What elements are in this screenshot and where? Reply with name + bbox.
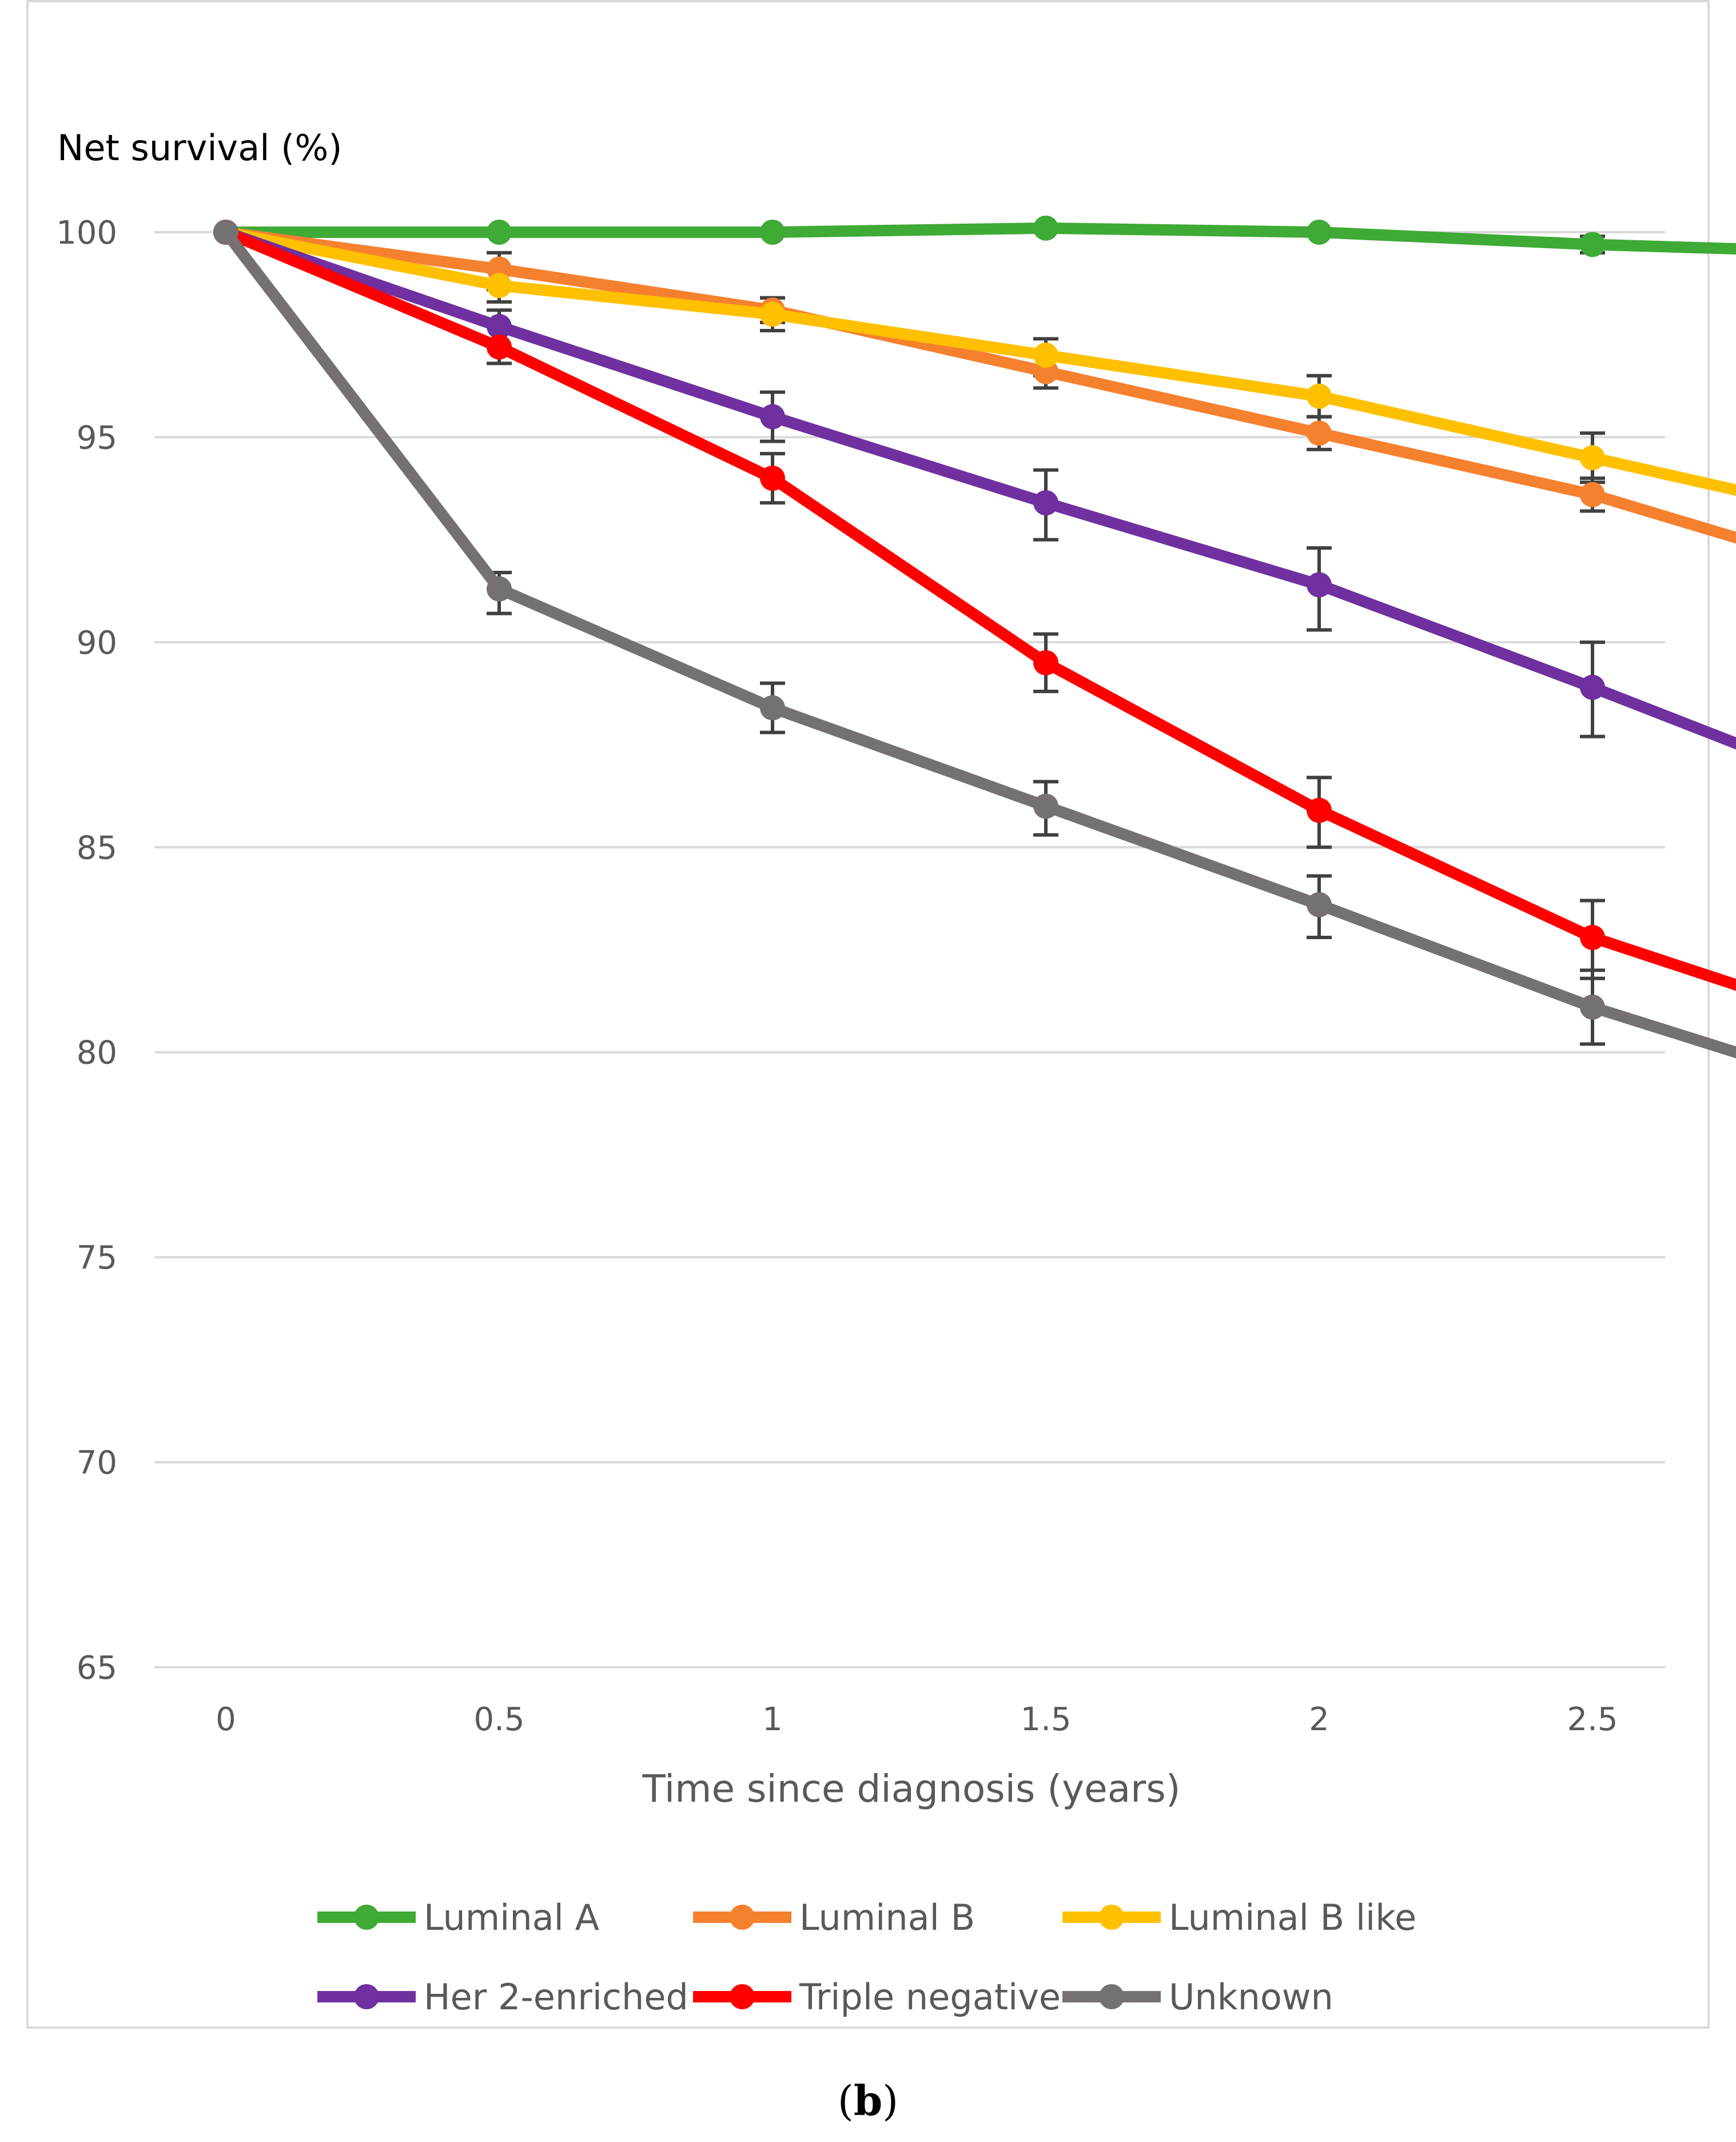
x-tick-label: 0.5 <box>473 1701 524 1738</box>
data-point <box>760 301 785 327</box>
legend-swatch-marker <box>1099 1905 1124 1930</box>
y-tick-label: 65 <box>77 1650 117 1687</box>
series-her-2-enriched <box>213 220 1736 750</box>
y-axis-ticks: 65 70 75 80 85 90 95 100 <box>56 214 117 1687</box>
data-point <box>213 220 238 245</box>
data-point <box>1033 490 1058 516</box>
data-point <box>487 576 512 602</box>
gridlines <box>154 231 1665 1668</box>
y-tick-label: 90 <box>77 625 117 662</box>
data-point <box>1307 892 1332 917</box>
legend-swatch-marker <box>1099 1984 1124 2009</box>
x-axis-ticks: 00.511.522.533.544.55 <box>216 1701 1618 1738</box>
series-lines <box>213 215 1736 1059</box>
caption-letter: b <box>853 2076 883 2125</box>
series-triple-negative <box>213 220 1736 991</box>
data-point <box>1033 343 1058 368</box>
data-point <box>760 404 785 430</box>
legend-swatch-marker <box>354 1984 379 2009</box>
data-point <box>1580 994 1605 1020</box>
data-point <box>487 273 512 299</box>
data-point <box>1033 650 1058 675</box>
legend-swatch-marker <box>730 1905 755 1930</box>
series-line <box>224 226 1736 991</box>
legend-label: Luminal B <box>799 1897 975 1938</box>
y-tick-label: 95 <box>77 419 117 456</box>
legend-label: Luminal A <box>424 1897 599 1938</box>
data-point <box>1307 797 1332 823</box>
x-axis-title: Time since diagnosis (years) <box>642 1767 1181 1811</box>
data-point <box>760 466 785 491</box>
caption-close-paren: ) <box>882 2077 899 2125</box>
error-bars <box>487 235 1605 1046</box>
data-point <box>1033 215 1058 241</box>
data-point <box>487 334 512 360</box>
data-point <box>1580 924 1605 950</box>
data-point <box>1307 220 1332 245</box>
legend-item: Luminal B like <box>1062 1897 1416 1938</box>
line-chart: Net survival (%) 65 70 75 80 85 90 95 100 0 0.5 1… <box>56 127 1736 2018</box>
y-tick-label: 85 <box>77 829 117 867</box>
x-tick-label: 1 <box>762 1701 783 1738</box>
legend: Luminal A Luminal B Luminal B like Her 2-en… <box>317 1897 1416 2018</box>
legend-item: Her 2-enriched <box>317 1976 688 2018</box>
legend-label: Unknown <box>1169 1976 1333 2018</box>
data-point <box>1580 445 1605 471</box>
x-tick-label: 2.5 <box>1567 1701 1618 1738</box>
series-luminal-b-like <box>213 220 1736 496</box>
data-point <box>1580 482 1605 507</box>
y-tick-label: 75 <box>77 1239 117 1277</box>
x-tick-label: 1.5 <box>1020 1701 1071 1738</box>
legend-label: Triple negative <box>799 1976 1061 2018</box>
caption-open-paren: ( <box>837 2077 854 2125</box>
y-tick-label: 70 <box>77 1445 117 1482</box>
data-point <box>1580 674 1605 700</box>
data-point <box>487 220 512 245</box>
y-tick-label: 100 <box>56 214 117 252</box>
legend-swatch-marker <box>354 1905 379 1930</box>
x-tick-label: 2 <box>1309 1701 1329 1738</box>
legend-item: Luminal A <box>317 1897 599 1938</box>
x-tick-label: 0 <box>216 1701 236 1738</box>
data-point <box>487 313 512 339</box>
legend-label: Luminal B like <box>1169 1897 1416 1938</box>
data-point <box>1033 793 1058 819</box>
data-point <box>760 220 785 245</box>
legend-item: Triple negative <box>693 1976 1061 2018</box>
legend-item: Unknown <box>1062 1976 1333 2018</box>
legend-swatch-marker <box>730 1984 755 2009</box>
y-axis-title: Net survival (%) <box>57 127 342 169</box>
series-unknown <box>213 220 1736 1059</box>
y-tick-label: 80 <box>77 1035 117 1072</box>
data-point <box>1307 383 1332 409</box>
legend-label: Her 2-enriched <box>424 1976 688 2018</box>
figure-caption: (b) <box>0 2076 1736 2125</box>
data-point <box>1307 420 1332 446</box>
legend-item: Luminal B <box>693 1897 975 1938</box>
data-point <box>1307 572 1332 598</box>
data-point <box>760 695 785 721</box>
data-point <box>1580 232 1605 257</box>
series-line <box>221 228 1736 1059</box>
